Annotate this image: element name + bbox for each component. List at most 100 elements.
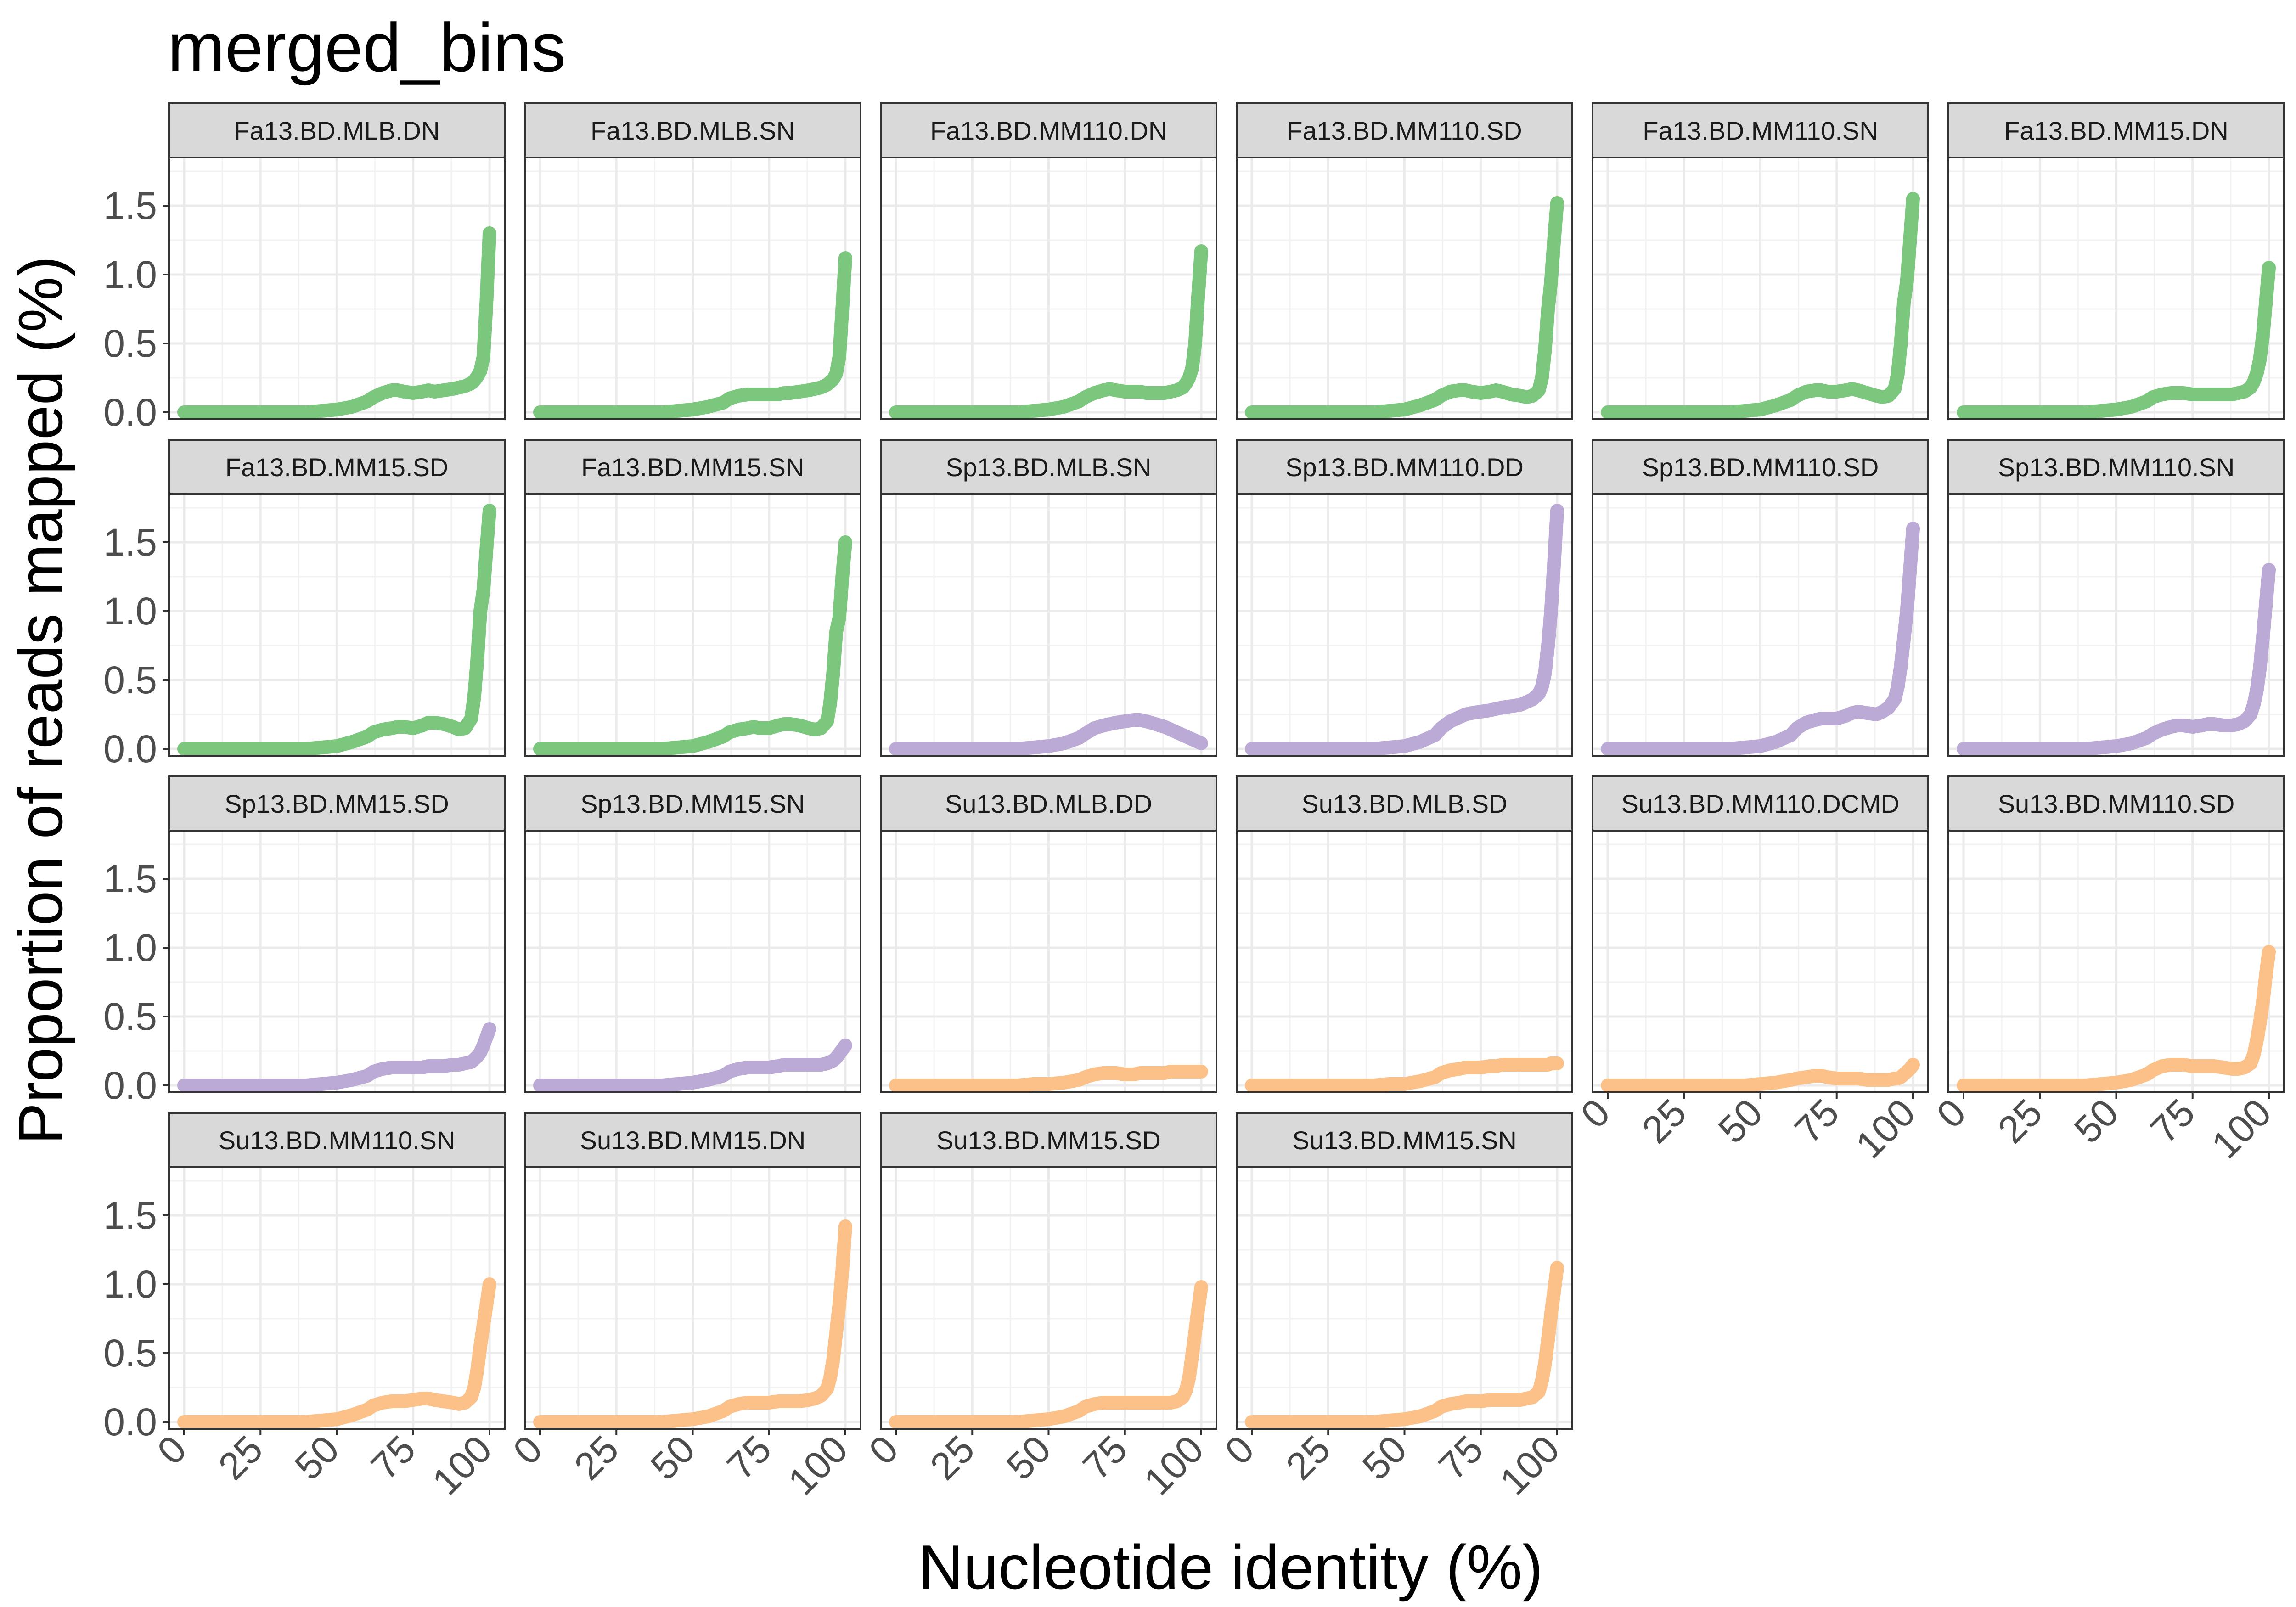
- facet-panel: Su13.BD.MM15.SD 0 25 50 75 100: [861, 1112, 1217, 1503]
- x-tick-label: 0: [505, 1427, 551, 1473]
- x-tick-label: 25: [566, 1427, 627, 1488]
- y-tick-label: 1.5: [103, 1194, 157, 1237]
- x-tick-label: 25: [1989, 1090, 2050, 1152]
- facet-panel: Su13.BD.MLB.SD: [1236, 775, 1573, 1093]
- facet-strip: [1592, 102, 1929, 158]
- facet-panel: Fa13.BD.MM15.SD 0.0 0.5 1.0 1.5: [103, 439, 506, 770]
- facet-panel: Fa13.BD.MM110.DN: [880, 102, 1217, 420]
- facet-panel: Fa13.BD.MM110.SN: [1592, 102, 1929, 420]
- y-tick-label: 1.5: [103, 521, 157, 564]
- y-tick-label: 0.5: [103, 322, 157, 365]
- facet-panel: Su13.BD.MM15.SN 0 25 50 75 100: [1216, 1112, 1573, 1503]
- x-tick-label: 75: [1075, 1427, 1136, 1488]
- x-tick-label: 75: [1430, 1427, 1491, 1488]
- facet-strip: [524, 102, 861, 158]
- x-tick-label: 50: [998, 1427, 1059, 1488]
- facet-strip: [1947, 775, 2285, 832]
- facet-strip: [880, 102, 1217, 158]
- x-tick-label: 100: [2203, 1090, 2279, 1167]
- facet-panel: Fa13.BD.MLB.SN: [524, 102, 861, 420]
- facet-strip-label: Su13.BD.MM15.SD: [936, 1126, 1161, 1155]
- series-line: [533, 1039, 852, 1092]
- chart-title: merged_bins: [168, 9, 566, 86]
- facet-strip: [1236, 439, 1573, 495]
- series-line: [1245, 196, 1564, 419]
- series-line: [177, 226, 496, 419]
- facet-panel: Sp13.BD.MM110.SD: [1592, 439, 1929, 757]
- facet-strip-label: Sp13.BD.MM110.SN: [1998, 453, 2235, 482]
- x-tick-label: 0: [1928, 1090, 1974, 1136]
- facet-panel: Fa13.BD.MM15.SN: [524, 439, 861, 757]
- series-line: [1957, 563, 2276, 756]
- x-axis-title: Nucleotide identity (%): [918, 1532, 1543, 1602]
- y-tick-label: 0.0: [103, 391, 157, 434]
- series-line: [889, 713, 1208, 756]
- y-tick-label: 0.5: [103, 995, 157, 1038]
- series-line: [1245, 1056, 1564, 1092]
- facet-strip-label: Fa13.BD.MM15.DN: [2004, 116, 2228, 145]
- y-tick-label: 1.0: [103, 253, 157, 296]
- facet-strip-label: Sp13.BD.MM15.SD: [225, 789, 449, 818]
- facet-strip: [880, 439, 1217, 495]
- facet-strip: [524, 439, 861, 495]
- facet-strip-label: Su13.BD.MM110.SN: [219, 1126, 456, 1155]
- x-tick-label: 25: [1633, 1090, 1694, 1152]
- x-tick-label: 25: [210, 1427, 271, 1488]
- series-line: [177, 1277, 496, 1429]
- facet-strip: [524, 1112, 861, 1168]
- series-line: [1601, 522, 1920, 756]
- x-tick-label: 100: [424, 1427, 500, 1503]
- x-tick-label: 75: [2142, 1090, 2203, 1152]
- x-tick-label: 75: [719, 1427, 780, 1488]
- facet-strip: [1947, 102, 2285, 158]
- x-tick-label: 25: [922, 1427, 983, 1488]
- y-tick-label: 0.5: [103, 658, 157, 702]
- facet-strip: [880, 1112, 1217, 1168]
- y-tick-label: 0.0: [103, 727, 157, 770]
- x-tick-label: 50: [1354, 1427, 1415, 1488]
- facet-strip: [1592, 775, 1929, 832]
- facet-panel: Fa13.BD.MLB.DN 0.0 0.5 1.0 1.5: [103, 102, 506, 434]
- facet-panel: Sp13.BD.MM110.SN: [1947, 439, 2285, 757]
- facet-panel: Fa13.BD.MM110.SD: [1236, 102, 1573, 420]
- facet-panel: Su13.BD.MM15.DN 0 25 50 75 100: [505, 1112, 861, 1503]
- facet-strip-label: Su13.BD.MM110.SD: [1998, 789, 2235, 818]
- x-tick-label: 50: [2066, 1090, 2127, 1152]
- y-tick-label: 1.5: [103, 184, 157, 227]
- x-tick-label: 25: [1277, 1427, 1339, 1488]
- y-tick-label: 1.0: [103, 926, 157, 969]
- facet-strip-label: Sp13.BD.MM110.DD: [1285, 453, 1524, 482]
- facet-strip-label: Fa13.BD.MM15.SN: [581, 453, 805, 482]
- facet-panel: Sp13.BD.MM15.SN: [524, 775, 861, 1093]
- facet-strip: [880, 775, 1217, 832]
- x-tick-label: 50: [287, 1427, 348, 1488]
- series-line: [889, 244, 1208, 419]
- facet-panel: Su13.BD.MM110.SD 0 25 50 75 100: [1928, 775, 2285, 1167]
- facet-strip-label: Fa13.BD.MLB.DN: [234, 116, 439, 145]
- facet-strip-label: Su13.BD.MM110.DCMD: [1621, 789, 1900, 818]
- facet-strip-label: Sp13.BD.MM110.SD: [1642, 453, 1879, 482]
- y-tick-label: 0.0: [103, 1064, 157, 1107]
- facet-panels: Fa13.BD.MLB.DN 0.0 0.5 1.0 1.5 Fa13.BD.MLB.SN…: [103, 102, 2285, 1503]
- series-line: [1245, 1261, 1564, 1429]
- x-tick-label: 50: [642, 1427, 703, 1488]
- y-axis-title: Proportion of reads mapped (%): [6, 256, 75, 1144]
- facet-panel: Sp13.BD.MM15.SD 0.0 0.5 1.0 1.5: [103, 775, 506, 1107]
- series-line: [1601, 1058, 1920, 1092]
- x-tick-label: 50: [1710, 1090, 1771, 1152]
- facet-strip-label: Su13.BD.MM15.DN: [580, 1126, 806, 1155]
- facet-strip: [168, 775, 506, 832]
- y-tick-label: 1.5: [103, 857, 157, 900]
- x-tick-label: 75: [1786, 1090, 1847, 1152]
- y-tick-label: 0.5: [103, 1332, 157, 1375]
- facet-panel: Su13.BD.MLB.DD: [880, 775, 1217, 1093]
- series-line: [533, 535, 852, 756]
- series-line: [1601, 192, 1920, 419]
- facet-strip: [1592, 439, 1929, 495]
- facet-strip-label: Fa13.BD.MM110.SD: [1287, 116, 1522, 145]
- y-tick-label: 1.0: [103, 590, 157, 633]
- facet-strip-label: Su13.BD.MM15.SN: [1292, 1126, 1517, 1155]
- facet-strip: [168, 102, 506, 158]
- series-line: [1957, 261, 2276, 419]
